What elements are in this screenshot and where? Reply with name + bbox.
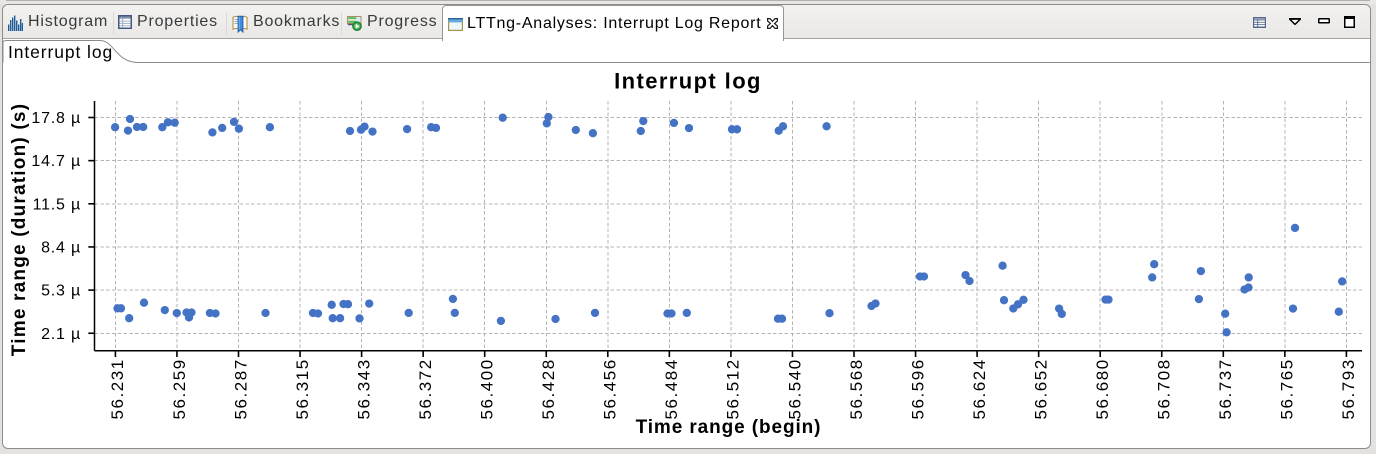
svg-text:56.456: 56.456 xyxy=(601,358,620,419)
svg-text:56.624: 56.624 xyxy=(970,358,989,419)
svg-text:56.596: 56.596 xyxy=(908,358,927,419)
svg-text:56.765: 56.765 xyxy=(1278,358,1297,419)
svg-text:56.737: 56.737 xyxy=(1216,358,1235,419)
svg-text:5.3 µ: 5.3 µ xyxy=(41,283,81,300)
svg-text:56.259: 56.259 xyxy=(170,358,189,419)
svg-text:Interrupt log: Interrupt log xyxy=(614,69,762,94)
svg-text:17.8 µ: 17.8 µ xyxy=(31,110,81,127)
svg-text:56.568: 56.568 xyxy=(847,358,866,419)
svg-text:56.315: 56.315 xyxy=(293,358,312,419)
svg-text:14.7 µ: 14.7 µ xyxy=(31,153,81,170)
svg-text:11.5 µ: 11.5 µ xyxy=(33,196,81,213)
svg-text:56.512: 56.512 xyxy=(724,358,743,419)
svg-text:56.540: 56.540 xyxy=(785,358,804,419)
svg-text:Time range (begin): Time range (begin) xyxy=(636,417,822,438)
svg-text:Interrupt log: Interrupt log xyxy=(8,42,113,62)
svg-text:56.287: 56.287 xyxy=(231,358,250,419)
svg-text:56.372: 56.372 xyxy=(416,358,435,419)
svg-text:Time range (duration) (s): Time range (duration) (s) xyxy=(9,103,30,356)
svg-text:8.4 µ: 8.4 µ xyxy=(41,239,81,256)
svg-text:56.428: 56.428 xyxy=(539,358,558,419)
svg-text:56.484: 56.484 xyxy=(662,358,681,419)
svg-text:56.708: 56.708 xyxy=(1155,358,1174,419)
svg-text:56.793: 56.793 xyxy=(1339,358,1358,419)
svg-text:2.1 µ: 2.1 µ xyxy=(41,326,81,343)
svg-text:56.343: 56.343 xyxy=(354,358,373,419)
svg-text:56.400: 56.400 xyxy=(478,358,497,419)
svg-text:56.231: 56.231 xyxy=(108,358,127,419)
svg-text:56.680: 56.680 xyxy=(1093,358,1112,419)
svg-text:56.652: 56.652 xyxy=(1031,358,1050,419)
